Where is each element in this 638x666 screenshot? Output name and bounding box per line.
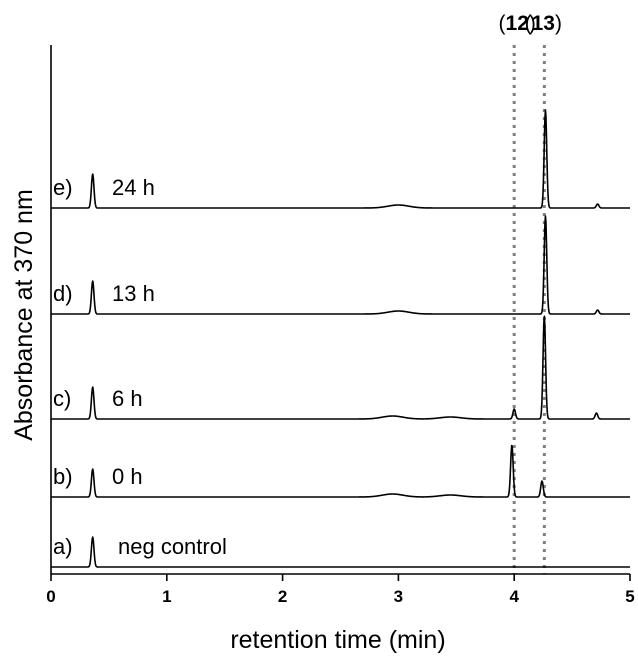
trace-e <box>50 109 631 209</box>
axis-layer <box>50 45 630 575</box>
y-axis-title: Absorbance at 370 nm <box>10 189 38 441</box>
x-tick-label: 2 <box>278 587 287 606</box>
trace-letter-d: d) <box>53 281 73 306</box>
x-tick-layer: 0 1 2 3 4 5 <box>46 574 635 606</box>
x-tick-label: 1 <box>162 587 171 606</box>
x-tick-label: 5 <box>625 587 634 606</box>
x-tick-label: 0 <box>46 587 55 606</box>
x-tick-label: 4 <box>509 587 519 606</box>
trace-label-b: 0 h <box>112 464 143 489</box>
trace-b <box>50 444 631 498</box>
trace-d <box>50 215 631 315</box>
trace-a <box>50 536 631 568</box>
trace-label-c: 6 h <box>112 386 143 411</box>
trace-c <box>50 315 631 420</box>
x-tick-label: 3 <box>394 587 403 606</box>
trace-label-e: 24 h <box>112 175 155 200</box>
x-axis-title: retention time (min) <box>230 626 445 654</box>
trace-label-layer: a) neg control b) 0 h c) 6 h d) 13 h e) 24 h <box>53 175 227 559</box>
trace-letter-a: a) <box>53 534 73 559</box>
trace-letter-b: b) <box>53 464 73 489</box>
trace-letter-e: e) <box>53 175 73 200</box>
trace-label-a: neg control <box>118 534 227 559</box>
marker-label-layer: (12)(13) <box>499 12 562 35</box>
trace-layer <box>50 109 631 568</box>
trace-label-d: 13 h <box>112 281 155 306</box>
marker-label-12: (12) <box>499 12 536 35</box>
trace-letter-c: c) <box>53 386 71 411</box>
marker-label-13: (13) <box>525 12 562 35</box>
